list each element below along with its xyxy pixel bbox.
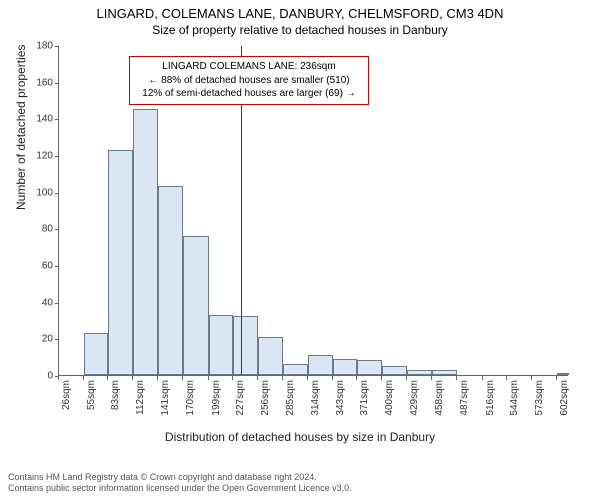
plot-area: LINGARD COLEMANS LANE: 236sqm ← 88% of d… [58, 46, 568, 376]
ytick-mark [55, 193, 59, 194]
xtick-label: 141sqm [160, 380, 171, 416]
xtick-label: 429sqm [409, 380, 420, 416]
xtick-label: 573sqm [534, 380, 545, 416]
xtick-label: 55sqm [86, 380, 97, 410]
bar [108, 150, 133, 376]
xtick-mark [356, 376, 357, 380]
ytick-mark [55, 303, 59, 304]
xtick-mark [83, 376, 84, 380]
footer-attribution: Contains HM Land Registry data © Crown c… [8, 472, 352, 495]
xtick-label: 285sqm [285, 380, 296, 416]
xtick-label: 544sqm [509, 380, 520, 416]
chart-subtitle: Size of property relative to detached ho… [0, 23, 600, 37]
bar [308, 355, 333, 375]
bar [133, 109, 158, 375]
xtick-mark [431, 376, 432, 380]
ytick-label: 100 [13, 187, 53, 198]
y-axis-label: Number of detached properties [14, 45, 28, 210]
bar [432, 370, 457, 376]
xtick-mark [182, 376, 183, 380]
xtick-mark [307, 376, 308, 380]
annotation-box: LINGARD COLEMANS LANE: 236sqm ← 88% of d… [129, 56, 369, 105]
ytick-mark [55, 83, 59, 84]
ytick-label: 0 [13, 371, 53, 382]
bar [333, 359, 357, 376]
xtick-label: 227sqm [235, 380, 246, 416]
ytick-label: 60 [13, 261, 53, 272]
xtick-mark [506, 376, 507, 380]
xtick-mark [132, 376, 133, 380]
xtick-label: 83sqm [110, 380, 121, 410]
footer-line1: Contains HM Land Registry data © Crown c… [8, 472, 352, 483]
xtick-mark [257, 376, 258, 380]
ytick-label: 140 [13, 114, 53, 125]
x-axis-label: Distribution of detached houses by size … [0, 430, 600, 444]
ytick-label: 120 [13, 151, 53, 162]
xtick-mark [282, 376, 283, 380]
xtick-label: 26sqm [61, 380, 72, 410]
ytick-mark [55, 339, 59, 340]
ytick-mark [55, 156, 59, 157]
xtick-label: 314sqm [310, 380, 321, 416]
ytick-label: 160 [13, 77, 53, 88]
xtick-label: 343sqm [335, 380, 346, 416]
annot-line2: ← 88% of detached houses are smaller (51… [136, 74, 362, 88]
footer-line2: Contains public sector information licen… [8, 483, 352, 494]
bar [357, 360, 382, 375]
xtick-label: 602sqm [559, 380, 570, 416]
xtick-mark [381, 376, 382, 380]
bar [84, 333, 108, 375]
xtick-label: 516sqm [485, 380, 496, 416]
xtick-mark [332, 376, 333, 380]
xtick-label: 400sqm [384, 380, 395, 416]
ytick-mark [55, 266, 59, 267]
xtick-label: 487sqm [459, 380, 470, 416]
annot-line3: 12% of semi-detached houses are larger (… [136, 87, 362, 101]
xtick-label: 458sqm [434, 380, 445, 416]
bar [258, 337, 283, 376]
bar [407, 370, 432, 376]
bar [283, 364, 308, 375]
ytick-mark [55, 46, 59, 47]
chart-title: LINGARD, COLEMANS LANE, DANBURY, CHELMSF… [0, 0, 600, 23]
bar [233, 316, 258, 375]
xtick-mark [406, 376, 407, 380]
ytick-mark [55, 229, 59, 230]
bar [382, 366, 407, 375]
xtick-label: 170sqm [185, 380, 196, 416]
xtick-mark [456, 376, 457, 380]
bar [158, 186, 183, 375]
ytick-mark [55, 119, 59, 120]
xtick-mark [531, 376, 532, 380]
axes: LINGARD COLEMANS LANE: 236sqm ← 88% of d… [58, 46, 568, 376]
xtick-mark [58, 376, 59, 380]
xtick-mark [232, 376, 233, 380]
ytick-label: 180 [13, 41, 53, 52]
xtick-label: 199sqm [211, 380, 222, 416]
xtick-label: 371sqm [359, 380, 370, 416]
ytick-label: 20 [13, 334, 53, 345]
xtick-mark [482, 376, 483, 380]
bar [557, 373, 569, 375]
xtick-label: 112sqm [135, 380, 146, 415]
ytick-label: 40 [13, 297, 53, 308]
xtick-mark [157, 376, 158, 380]
ytick-label: 80 [13, 224, 53, 235]
bar [209, 315, 233, 376]
xtick-label: 256sqm [260, 380, 271, 416]
xtick-mark [208, 376, 209, 380]
xtick-mark [556, 376, 557, 380]
annot-line1: LINGARD COLEMANS LANE: 236sqm [136, 60, 362, 74]
bar [183, 236, 208, 375]
xtick-mark [107, 376, 108, 380]
